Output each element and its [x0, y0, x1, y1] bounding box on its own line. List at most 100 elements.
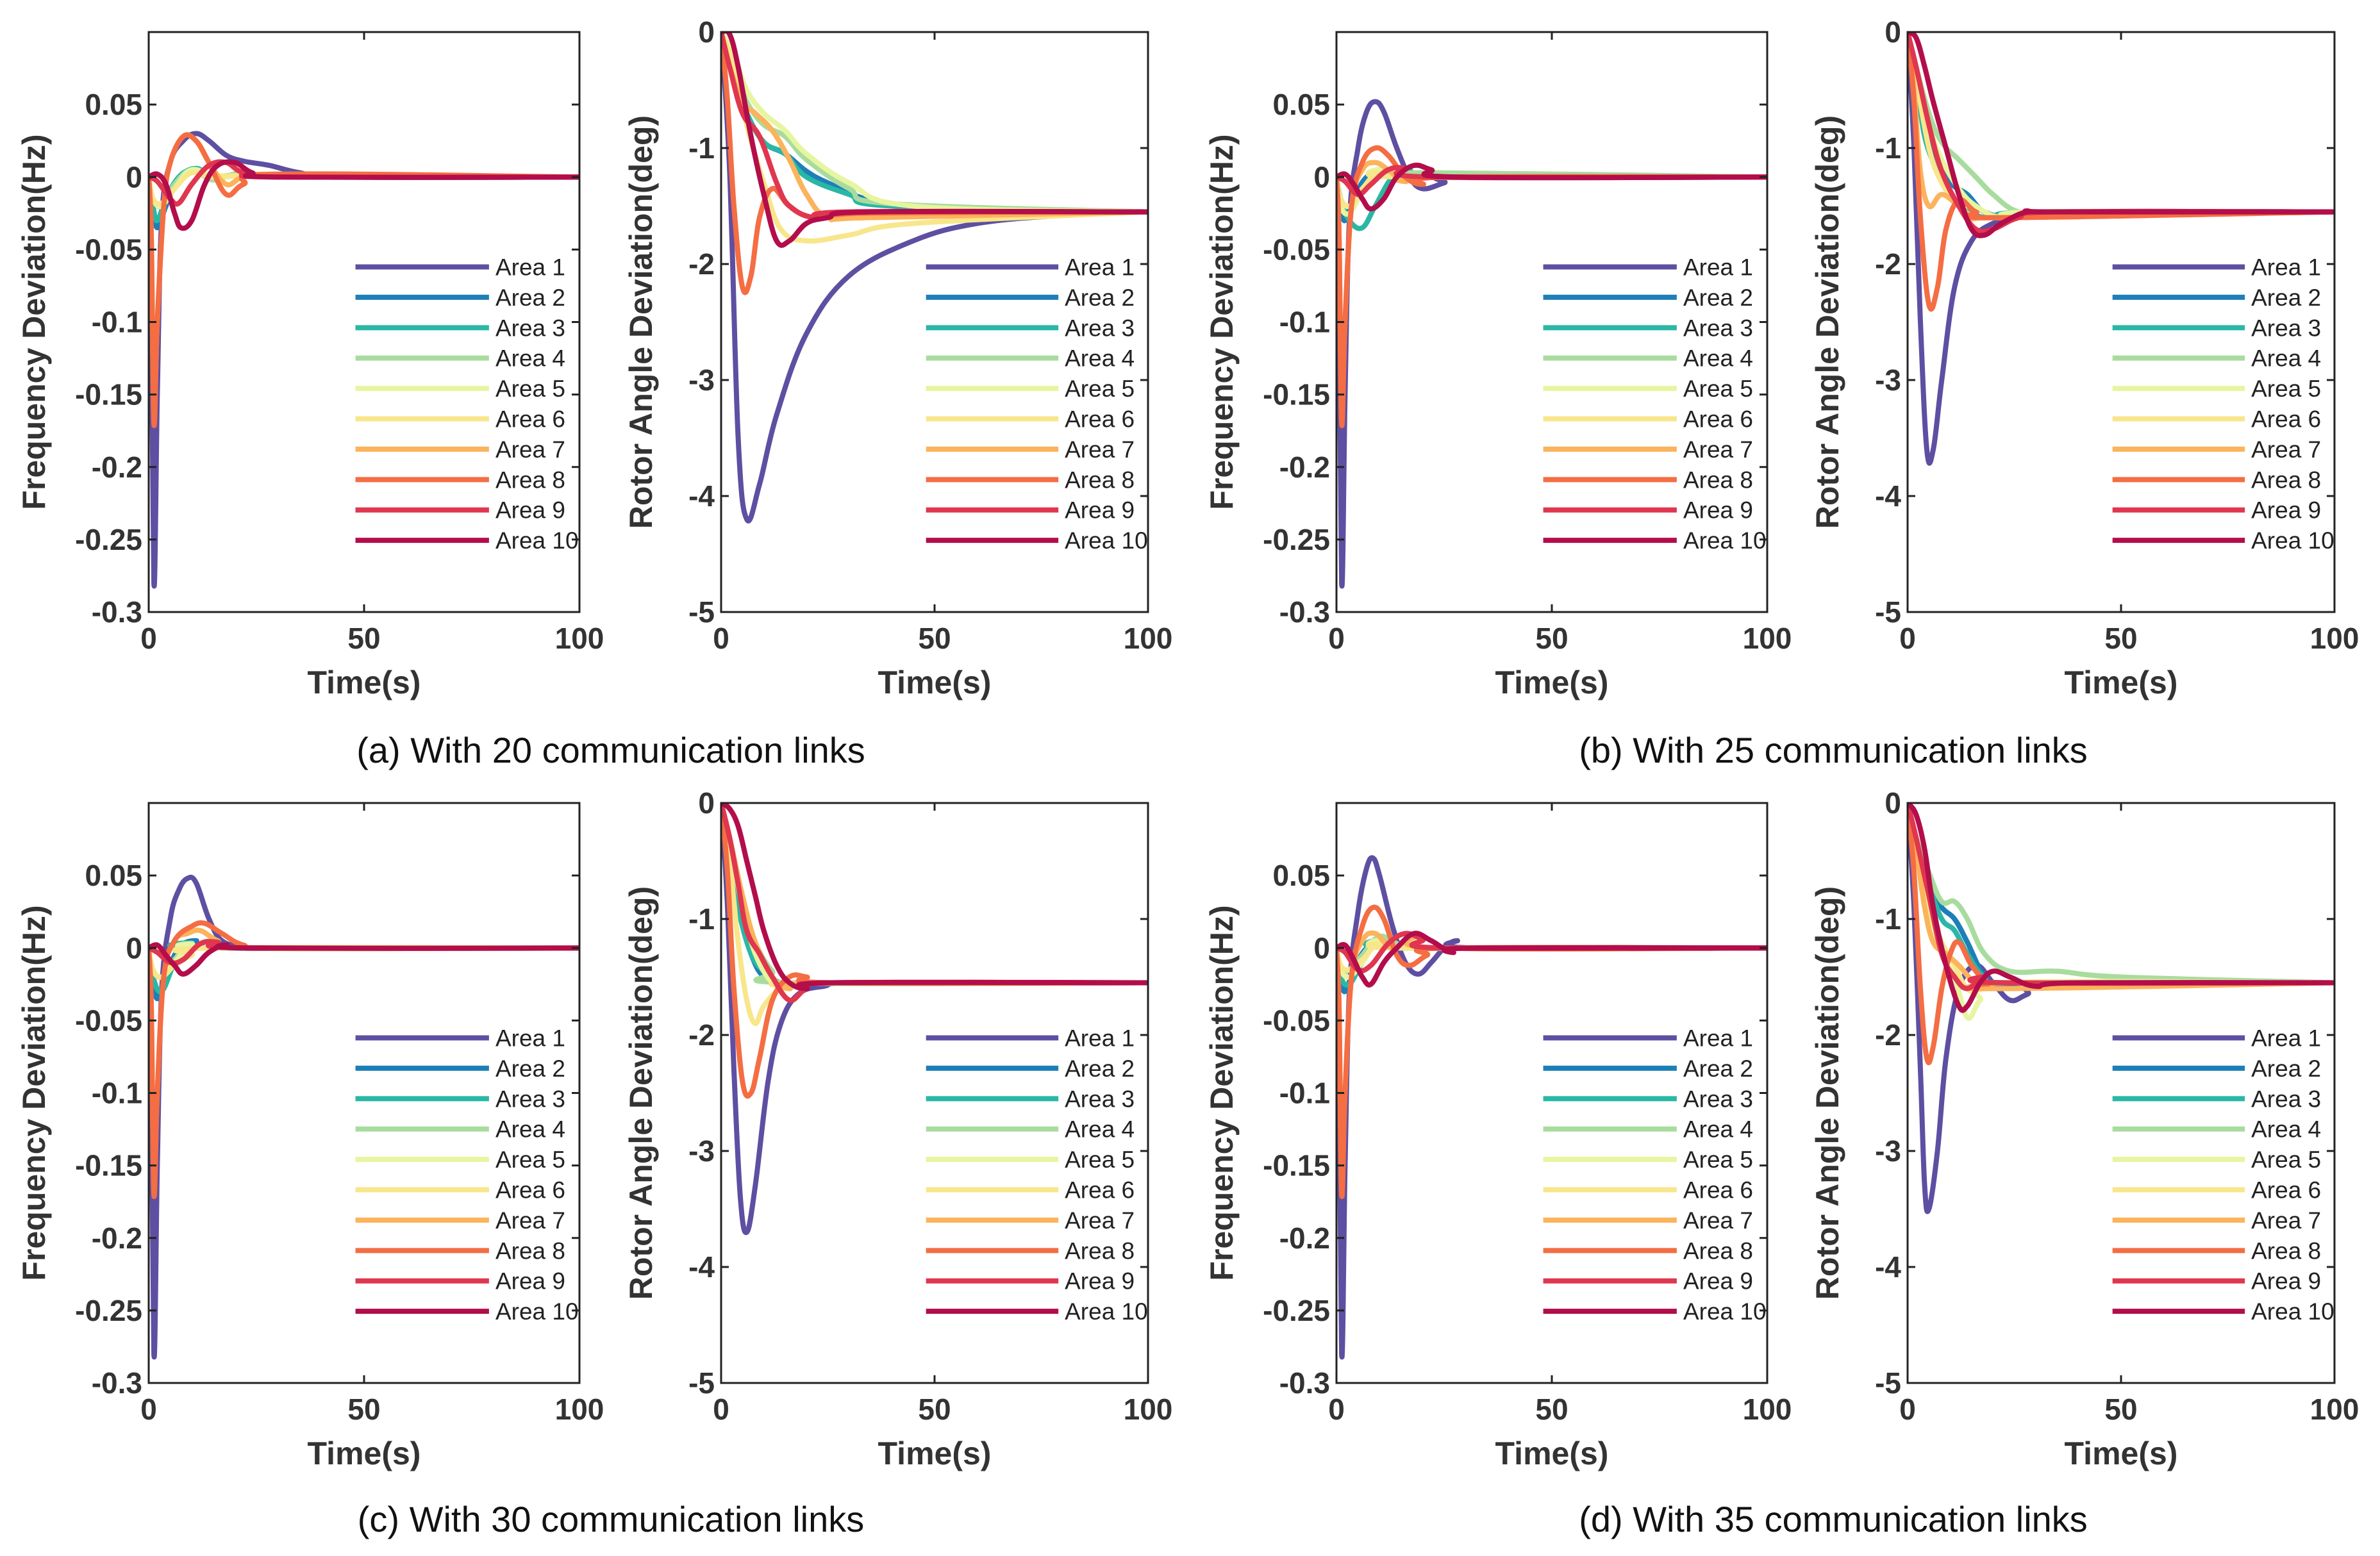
legend-label-area-3: Area 3 — [495, 315, 565, 341]
legend-label-area-3: Area 3 — [2251, 315, 2321, 341]
y-tick-label: -4 — [688, 479, 715, 513]
series-group — [1908, 32, 2334, 466]
chart-panels: 0.050-0.05-0.1-0.15-0.2-0.25-0.30 50 100Ti… — [16, 15, 2359, 1471]
y-tick-label: -0.05 — [1263, 233, 1330, 266]
y-tick-label: -2 — [1875, 1018, 1901, 1052]
legend-label-area-8: Area 8 — [1065, 1237, 1135, 1264]
legend-label-area-10: Area 10 — [1065, 527, 1148, 554]
y-tick-label: -0.25 — [1263, 523, 1330, 556]
x-tick-label: 100 — [555, 622, 604, 655]
x-tick-label: 100 — [1124, 622, 1173, 655]
legend-label-area-10: Area 10 — [495, 527, 579, 554]
y-tick-label: -0.25 — [1263, 1294, 1330, 1327]
series-line-area-10 — [1908, 803, 2334, 1013]
y-tick-label: -0.1 — [1279, 1077, 1330, 1110]
legend-label-area-10: Area 10 — [2251, 1298, 2334, 1325]
y-tick-label: -4 — [688, 1250, 715, 1284]
y-tick-label: 0 — [1313, 931, 1330, 964]
y-tick-label: -3 — [688, 1134, 715, 1168]
y-axis-label: Frequency Deviation(Hz) — [16, 905, 52, 1280]
series-line-area-10 — [1336, 931, 1767, 988]
y-axis-label: Rotor Angle Deviation(deg) — [1810, 886, 1845, 1300]
legend-label-area-9: Area 9 — [495, 1268, 565, 1295]
y-tick-label: -0.2 — [92, 451, 142, 484]
legend-label-area-2: Area 2 — [495, 285, 565, 311]
y-tick-label: -1 — [1875, 902, 1901, 936]
legend-label-area-2: Area 2 — [1065, 1055, 1135, 1082]
x-tick-label: 0 — [1899, 622, 1916, 655]
x-tick-label: 100 — [1743, 1393, 1792, 1426]
legend-label-area-7: Area 7 — [495, 436, 565, 463]
x-axis-label: Time(s) — [878, 665, 992, 700]
legend-label-area-2: Area 2 — [1683, 1055, 1753, 1082]
series-line-area-7 — [721, 32, 1148, 222]
chart-a-frequency: 0.050-0.05-0.1-0.15-0.2-0.25-0.30 50 100Ti… — [16, 31, 604, 700]
legend-label-area-1: Area 1 — [2251, 254, 2321, 281]
y-tick-label: -0.3 — [92, 1366, 142, 1400]
legend-label-area-3: Area 3 — [2251, 1086, 2321, 1112]
x-tick-label: 50 — [2104, 1393, 2137, 1426]
legend-label-area-1: Area 1 — [1683, 254, 1753, 281]
x-tick-label: 0 — [713, 622, 729, 655]
y-tick-label: 0 — [126, 160, 142, 194]
y-tick-label: -5 — [1875, 595, 1901, 629]
legend-label-area-8: Area 8 — [495, 1237, 565, 1264]
y-tick-label: -0.3 — [1279, 1366, 1330, 1400]
legend-label-area-5: Area 5 — [1683, 1146, 1753, 1173]
x-tick-label: 100 — [1124, 1393, 1173, 1426]
legend-label-area-7: Area 7 — [1065, 1207, 1135, 1234]
y-tick-label: -0.3 — [1279, 595, 1330, 629]
x-tick-label: 0 — [140, 1393, 157, 1426]
legend-label-area-1: Area 1 — [495, 1025, 565, 1052]
legend-label-area-7: Area 7 — [2251, 436, 2321, 463]
y-tick-label: 0.05 — [1272, 859, 1330, 892]
y-tick-label: -0.1 — [92, 306, 142, 339]
legend-label-area-7: Area 7 — [1683, 1207, 1753, 1234]
series-line-area-7 — [1908, 803, 2334, 991]
legend-label-area-2: Area 2 — [1065, 285, 1135, 311]
chart-d-frequency: 0.050-0.05-0.1-0.15-0.2-0.25-0.30 50 100Ti… — [1204, 802, 1792, 1471]
y-axis-label: Rotor Angle Deviation(deg) — [623, 115, 659, 529]
legend-label-area-2: Area 2 — [495, 1055, 565, 1082]
legend-label-area-3: Area 3 — [495, 1086, 565, 1112]
y-tick-label: -0.2 — [1279, 1221, 1330, 1255]
series-line-area-10 — [721, 803, 1148, 991]
legend-label-area-4: Area 4 — [1065, 345, 1135, 372]
x-tick-label: 0 — [713, 1393, 729, 1426]
legend-label-area-5: Area 5 — [495, 376, 565, 402]
legend-label-area-3: Area 3 — [1683, 315, 1753, 341]
x-tick-label: 0 — [1328, 622, 1345, 655]
legend-label-area-6: Area 6 — [495, 1177, 565, 1204]
x-tick-label: 100 — [1743, 622, 1792, 655]
y-tick-label: -3 — [1875, 363, 1901, 397]
y-axis-label: Frequency Deviation(Hz) — [1204, 134, 1240, 509]
series-line-area-1 — [721, 32, 1148, 524]
y-tick-label: 0 — [1885, 15, 1901, 49]
y-tick-label: -2 — [688, 247, 715, 281]
y-tick-label: -5 — [1875, 1366, 1901, 1400]
x-tick-label: 100 — [2310, 1393, 2359, 1426]
y-tick-label: -0.3 — [92, 595, 142, 629]
legend-label-area-9: Area 9 — [1683, 497, 1753, 524]
caption-d: (d) With 35 communication links — [1579, 1499, 2088, 1539]
x-axis-label: Time(s) — [1495, 1436, 1609, 1471]
y-tick-label: -0.15 — [75, 1149, 142, 1182]
x-tick-label: 50 — [347, 622, 380, 655]
legend-label-area-5: Area 5 — [1065, 1146, 1135, 1173]
x-axis-label: Time(s) — [308, 665, 421, 700]
x-tick-label: 50 — [2104, 622, 2137, 655]
legend-label-area-10: Area 10 — [2251, 527, 2334, 554]
legend-label-area-8: Area 8 — [1683, 467, 1753, 493]
y-tick-label: -0.25 — [75, 523, 142, 556]
x-tick-label: 0 — [140, 622, 157, 655]
y-tick-label: -0.2 — [1279, 451, 1330, 484]
y-tick-label: 0 — [698, 786, 715, 820]
chart-c-frequency: 0.050-0.05-0.1-0.15-0.2-0.25-0.30 50 100Ti… — [16, 802, 604, 1471]
y-tick-label: 0.05 — [1272, 88, 1330, 121]
y-tick-label: 0 — [1313, 160, 1330, 194]
legend-label-area-8: Area 8 — [2251, 1237, 2321, 1264]
legend: Area 1 Area 2 Area 3 Area 4 Area 5 Area 6 Area… — [1543, 1025, 1767, 1325]
legend-label-area-6: Area 6 — [1065, 406, 1135, 433]
